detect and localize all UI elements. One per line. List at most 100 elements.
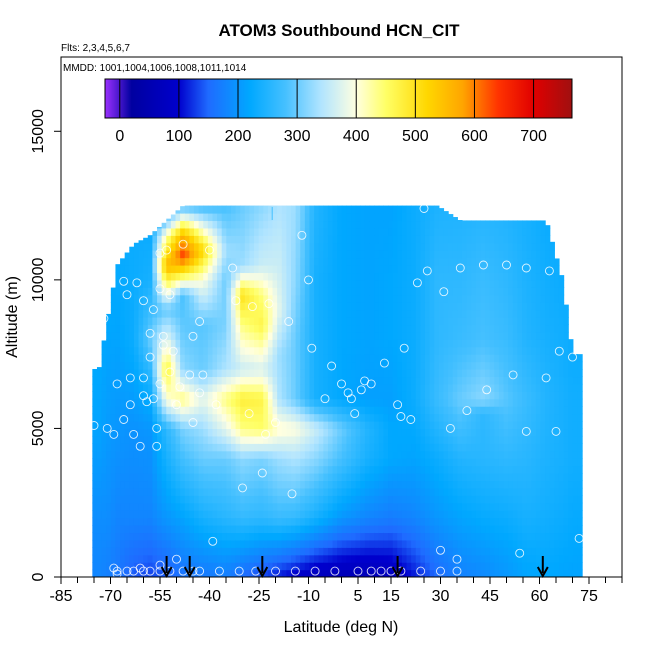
field-cell — [485, 532, 491, 541]
field-cell — [494, 428, 500, 437]
field-cell — [203, 398, 209, 407]
field-cell — [522, 480, 528, 489]
field-cell — [304, 428, 311, 437]
field-cell — [291, 391, 297, 400]
field-cell — [161, 369, 167, 378]
field-cell — [258, 331, 264, 340]
field-cell — [110, 294, 117, 303]
field-cell — [267, 376, 274, 385]
field-cell — [152, 346, 158, 355]
field-cell — [193, 517, 200, 526]
field-cell — [526, 265, 532, 274]
field-cell — [545, 421, 551, 430]
field-cell — [397, 294, 403, 303]
field-cell — [434, 465, 440, 474]
field-cell — [554, 376, 560, 385]
field-cell — [401, 331, 408, 340]
field-cell — [332, 569, 338, 577]
field-cell — [184, 205, 190, 214]
field-cell — [277, 413, 283, 422]
field-cell — [101, 376, 107, 385]
field-cell — [568, 346, 574, 355]
field-cell — [101, 487, 107, 496]
field-cell — [240, 421, 246, 430]
field-cell — [226, 213, 232, 222]
field-cell — [249, 532, 255, 541]
field-cell — [157, 428, 163, 437]
field-cell — [92, 443, 98, 452]
field-cell — [166, 220, 172, 229]
field-cell — [143, 265, 149, 274]
field-cell — [207, 331, 214, 340]
field-cell — [341, 309, 348, 318]
field-cell — [406, 391, 412, 400]
field-cell — [411, 265, 417, 274]
field-cell — [568, 495, 574, 504]
field-cell — [494, 465, 500, 474]
field-cell — [175, 539, 181, 548]
field-cell — [498, 480, 505, 489]
field-cell — [212, 458, 218, 467]
field-cell — [217, 317, 223, 326]
field-cell — [517, 487, 523, 496]
field-cell — [327, 272, 334, 281]
field-cell — [346, 346, 352, 355]
field-cell — [475, 227, 482, 236]
field-cell — [291, 510, 297, 519]
field-cell — [143, 443, 149, 452]
field-cell — [323, 339, 329, 348]
field-cell — [129, 294, 135, 303]
field-cell — [244, 361, 251, 370]
field-cell — [184, 480, 190, 489]
field-cell — [489, 458, 495, 467]
field-cell — [540, 502, 546, 511]
field-cell — [424, 510, 431, 519]
field-cell — [318, 517, 324, 526]
field-cell — [235, 443, 241, 452]
field-cell — [512, 294, 518, 303]
field-cell — [291, 554, 297, 563]
field-cell — [304, 450, 311, 459]
field-cell — [485, 287, 491, 296]
field-cell — [424, 339, 431, 348]
field-cell — [157, 435, 163, 444]
field-cell — [475, 302, 482, 311]
field-cell — [198, 398, 204, 407]
field-cell — [129, 369, 135, 378]
field-cell — [383, 205, 389, 214]
field-cell — [198, 562, 204, 571]
field-cell — [526, 279, 532, 288]
field-cell — [327, 547, 334, 556]
field-cell — [494, 287, 500, 296]
field-cell — [475, 309, 482, 318]
field-cell — [272, 272, 278, 281]
field-cell — [221, 532, 227, 541]
field-cell — [291, 354, 297, 363]
field-cell — [230, 257, 237, 266]
field-cell — [323, 428, 329, 437]
field-cell — [397, 287, 403, 296]
field-cell — [323, 369, 329, 378]
field-cell — [443, 317, 449, 326]
field-cell — [106, 331, 112, 340]
field-cell — [101, 517, 107, 526]
field-cell — [554, 428, 560, 437]
field-cell — [429, 473, 435, 482]
field-cell — [96, 539, 103, 548]
field-cell — [558, 539, 565, 548]
field-cell — [494, 279, 500, 288]
field-cell — [475, 354, 482, 363]
field-cell — [226, 562, 232, 571]
field-cell — [508, 428, 514, 437]
field-cell — [522, 361, 528, 370]
field-cell — [480, 324, 486, 333]
field-cell — [281, 242, 287, 251]
field-cell — [309, 458, 315, 467]
field-cell — [327, 435, 334, 444]
field-cell — [452, 250, 458, 259]
field-cell — [203, 369, 209, 378]
field-cell — [327, 517, 334, 526]
field-cell — [110, 502, 117, 511]
field-cell — [92, 406, 98, 415]
field-cell — [304, 421, 311, 430]
